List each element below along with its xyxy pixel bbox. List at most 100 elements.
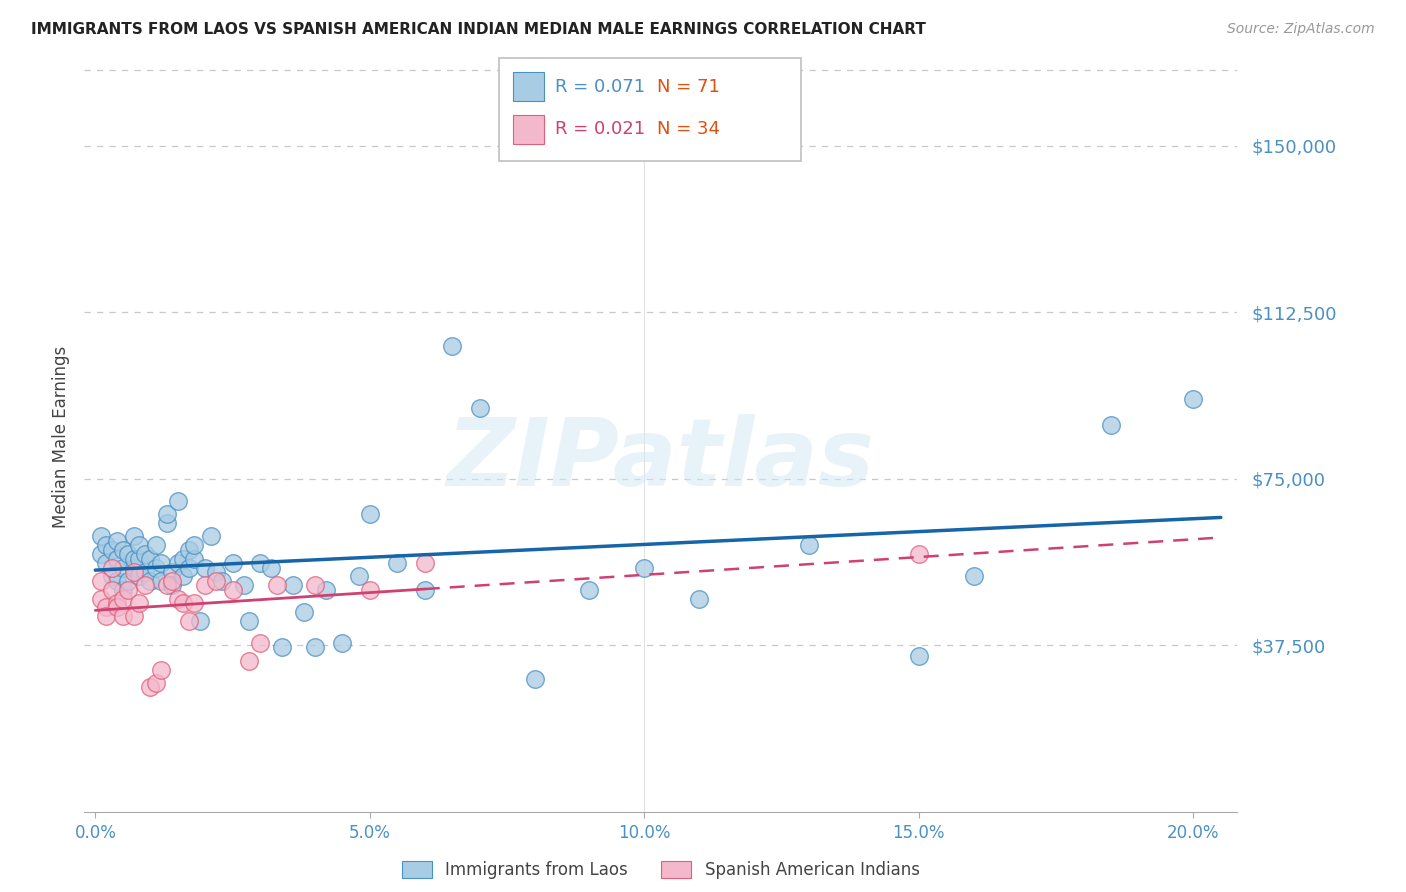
Point: [111, 582, 134, 597]
Point: [166, 494, 188, 508]
Point: [183, 596, 205, 610]
Text: ZIPatlas: ZIPatlas: [447, 414, 875, 506]
Point: [315, 582, 337, 597]
Point: [633, 560, 655, 574]
Point: [150, 663, 173, 677]
Point: [413, 582, 436, 597]
Point: [188, 614, 211, 628]
Point: [96, 600, 118, 615]
Point: [111, 560, 134, 574]
Point: [413, 556, 436, 570]
Point: [105, 596, 128, 610]
Point: [172, 569, 194, 583]
Point: [281, 578, 304, 592]
Point: [139, 574, 162, 588]
Point: [177, 614, 200, 628]
Point: [122, 560, 145, 574]
Point: [111, 591, 134, 606]
Point: [122, 529, 145, 543]
Point: [105, 600, 128, 615]
Legend: Immigrants from Laos, Spanish American Indians: Immigrants from Laos, Spanish American I…: [395, 855, 927, 886]
Point: [249, 556, 271, 570]
Point: [908, 649, 931, 664]
Text: IMMIGRANTS FROM LAOS VS SPANISH AMERICAN INDIAN MEDIAN MALE EARNINGS CORRELATION: IMMIGRANTS FROM LAOS VS SPANISH AMERICAN…: [31, 22, 925, 37]
Text: Source: ZipAtlas.com: Source: ZipAtlas.com: [1227, 22, 1375, 37]
Point: [359, 582, 381, 597]
Point: [117, 582, 139, 597]
Point: [105, 551, 128, 566]
Point: [111, 542, 134, 557]
Point: [304, 578, 326, 592]
Point: [90, 547, 112, 561]
Point: [105, 574, 128, 588]
Point: [90, 591, 112, 606]
Point: [172, 596, 194, 610]
Point: [139, 681, 162, 695]
Point: [122, 609, 145, 624]
Point: [238, 654, 260, 668]
Y-axis label: Median Male Earnings: Median Male Earnings: [52, 346, 70, 528]
Point: [205, 574, 228, 588]
Point: [963, 569, 986, 583]
Point: [117, 574, 139, 588]
Point: [166, 556, 188, 570]
Point: [166, 591, 188, 606]
Point: [128, 538, 150, 552]
Point: [128, 596, 150, 610]
Point: [134, 565, 156, 579]
Point: [468, 401, 491, 415]
Point: [578, 582, 600, 597]
Point: [271, 640, 294, 655]
Point: [160, 578, 183, 592]
Point: [101, 582, 124, 597]
Point: [688, 591, 710, 606]
Point: [96, 556, 118, 570]
Point: [90, 574, 112, 588]
Point: [156, 578, 179, 592]
Point: [156, 516, 179, 530]
Point: [128, 569, 150, 583]
Point: [105, 533, 128, 548]
Point: [134, 578, 156, 592]
Point: [260, 560, 283, 574]
Point: [90, 529, 112, 543]
Point: [134, 547, 156, 561]
Point: [211, 574, 233, 588]
Point: [238, 614, 260, 628]
Point: [122, 565, 145, 579]
Point: [128, 551, 150, 566]
Point: [156, 507, 179, 521]
Point: [1182, 392, 1205, 406]
Text: R = 0.021: R = 0.021: [555, 120, 645, 138]
Point: [387, 556, 409, 570]
Point: [117, 547, 139, 561]
Point: [1099, 418, 1122, 433]
Point: [160, 565, 183, 579]
Point: [221, 556, 243, 570]
Point: [101, 560, 124, 574]
Point: [332, 636, 354, 650]
Point: [150, 574, 173, 588]
Point: [160, 574, 183, 588]
Point: [139, 551, 162, 566]
Point: [183, 551, 205, 566]
Point: [150, 556, 173, 570]
Point: [177, 560, 200, 574]
Point: [205, 565, 228, 579]
Point: [145, 538, 167, 552]
Point: [101, 569, 124, 583]
Point: [194, 560, 217, 574]
Point: [101, 542, 124, 557]
Point: [177, 542, 200, 557]
Point: [266, 578, 288, 592]
Point: [347, 569, 370, 583]
Point: [523, 672, 546, 686]
Point: [441, 338, 464, 352]
Point: [249, 636, 271, 650]
Text: R = 0.071: R = 0.071: [555, 78, 645, 95]
Text: N = 34: N = 34: [657, 120, 720, 138]
Text: N = 71: N = 71: [657, 78, 720, 95]
Point: [797, 538, 820, 552]
Point: [200, 529, 222, 543]
Point: [172, 551, 194, 566]
